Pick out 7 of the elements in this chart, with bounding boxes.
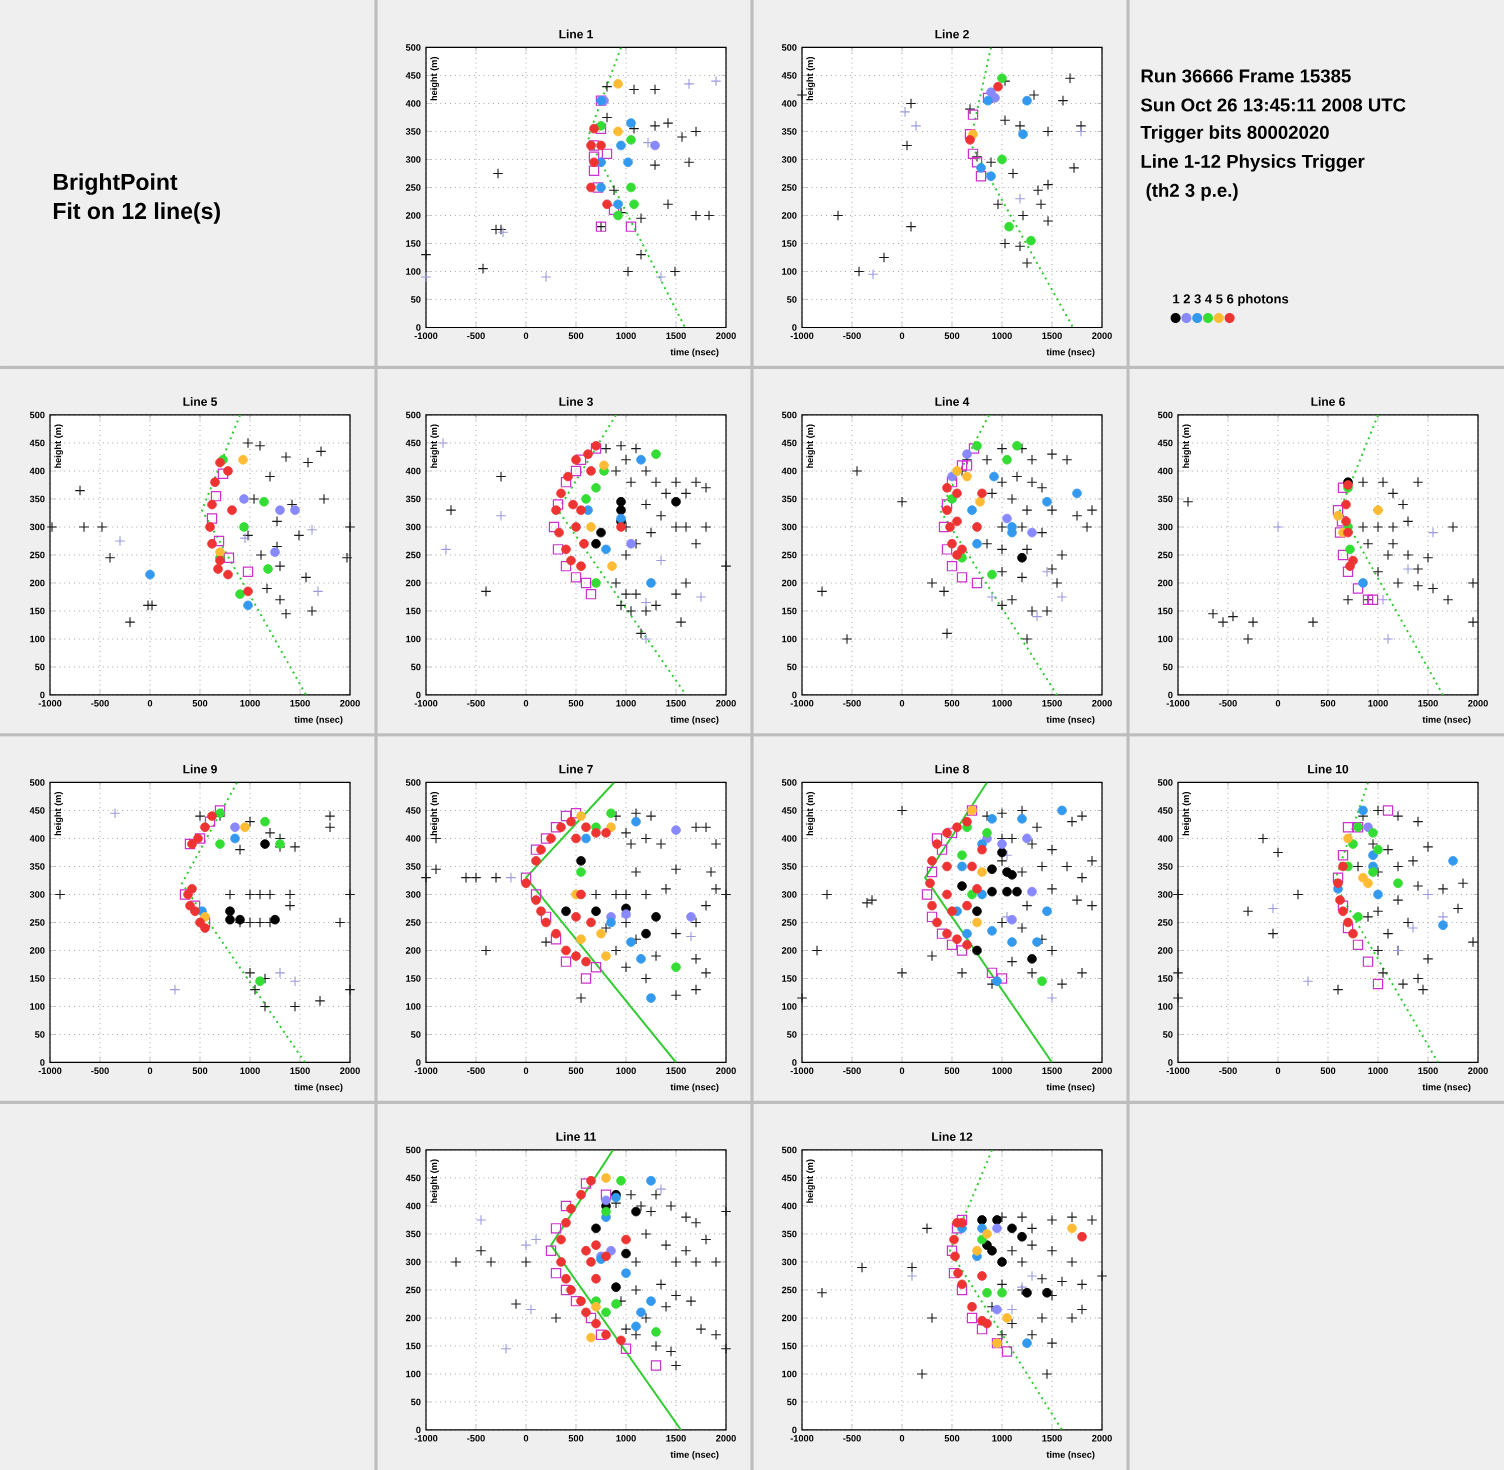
text: (th2 3 p.e.) <box>1146 183 1238 201</box>
text: BrightPoint <box>53 173 178 195</box>
text: Sun Oct 26 13:45:11 2008 UTC <box>1140 98 1406 112</box>
text: Fit on 12 line(s) <box>53 202 220 224</box>
text: Run 36666 Frame 15385 <box>1141 69 1351 83</box>
text: Line 1-12 Physics Trigger <box>1141 154 1365 172</box>
text: Trigger bits 80002020 <box>1140 125 1329 143</box>
